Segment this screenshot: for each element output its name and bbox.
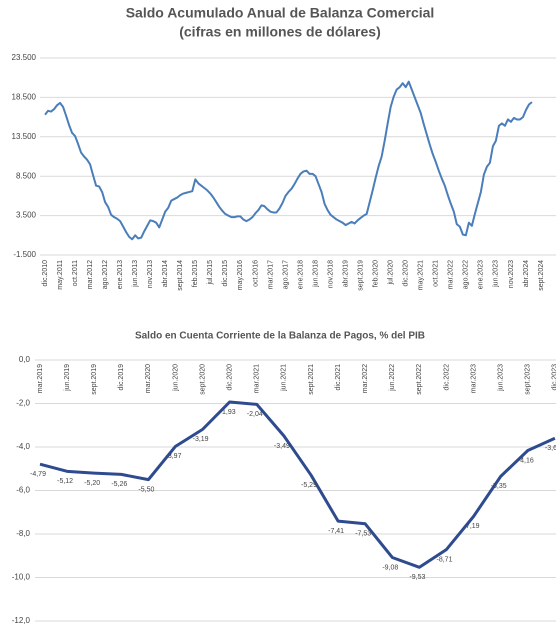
x-tick-label: nov.2023	[508, 260, 515, 288]
x-tick-label: dic.2015	[222, 260, 229, 287]
x-tick-label: dic.2010	[42, 260, 49, 287]
x-tick-label: jun.2023	[493, 260, 500, 288]
data-label: -5,35	[491, 483, 507, 490]
data-label: -9,53	[409, 574, 425, 581]
x-tick-label: dic.2020	[403, 260, 410, 287]
x-tick-label: ene.2018	[297, 260, 304, 289]
x-tick-label: nov.2013	[147, 260, 154, 288]
y-tick-label: -10,0	[12, 573, 31, 582]
data-label: -3,97	[166, 453, 182, 460]
data-label: -5,20	[84, 480, 100, 487]
x-tick-label: mar.2017	[267, 260, 274, 289]
data-label: -5,29	[301, 482, 317, 489]
x-tick-label: jun.2018	[312, 260, 319, 288]
x-tick-label: may.2011	[57, 260, 64, 290]
data-label: -5,50	[138, 486, 154, 493]
y-tick-label: 18.500	[12, 93, 37, 102]
x-tick-label: feb.2015	[192, 260, 199, 287]
data-label: -7,19	[464, 523, 480, 530]
x-tick-label: oct.2011	[72, 260, 79, 286]
data-label: -9,08	[382, 564, 398, 571]
x-tick-label: ene.2023	[478, 260, 485, 289]
x-tick-label: ene.2013	[117, 260, 124, 289]
chart-subtitle: (cifras en millones de dólares)	[179, 24, 381, 40]
data-line	[39, 400, 556, 569]
y-tick-label: -12,0	[12, 616, 31, 625]
x-tick-label: dic.2021	[335, 364, 342, 391]
y-tick-label: 8.500	[16, 171, 37, 180]
x-tick-label: dic.2022	[443, 364, 450, 391]
x-tick-label: sept.2019	[357, 260, 364, 291]
data-label: -3,19	[193, 436, 209, 443]
y-tick-label: -6,0	[16, 486, 30, 495]
x-tick-label: jun.2020	[172, 364, 179, 392]
x-tick-label: jul.2015	[207, 260, 214, 286]
x-tick-label: sept.2021	[308, 364, 315, 395]
x-tick-label: mar.2022	[448, 260, 455, 289]
data-label: -3,49	[274, 443, 290, 450]
x-tick-label: sept.2022	[416, 364, 423, 395]
x-tick-label: abr.2014	[162, 260, 169, 287]
y-tick-label: 23.500	[12, 53, 37, 62]
x-tick-label: ago.2017	[282, 260, 289, 289]
y-tick-label: 0,0	[19, 355, 31, 364]
x-tick-label: jun.2023	[498, 364, 505, 392]
x-tick-label: mar.2021	[254, 364, 261, 393]
y-tick-label: 3.500	[16, 211, 37, 220]
data-label: -2,04	[247, 411, 263, 418]
x-tick-label: feb.2020	[373, 260, 380, 287]
y-tick-label: -8,0	[16, 529, 30, 538]
data-label: -7,41	[328, 528, 344, 535]
x-tick-label: mar.2020	[145, 364, 152, 393]
x-tick-label: sept.2019	[91, 364, 98, 395]
x-tick-label: sept.2024	[538, 260, 545, 291]
x-tick-label: jun.2013	[132, 260, 139, 288]
x-tick-label: ago.2012	[102, 260, 109, 289]
x-tick-label: jun.2021	[281, 364, 288, 392]
x-tick-label: dic.2023	[552, 364, 556, 391]
chart-title: Saldo en Cuenta Corriente de la Balanza …	[135, 331, 425, 342]
data-label: -3,60	[545, 445, 556, 452]
x-tick-label: mar.2019	[37, 364, 44, 393]
y-tick-label: -1.500	[13, 250, 36, 259]
data-label: -1,93	[220, 409, 236, 416]
x-tick-label: mar.2012	[87, 260, 94, 289]
x-tick-label: mar.2022	[362, 364, 369, 393]
x-tick-label: abr.2019	[342, 260, 349, 287]
y-tick-label: -4,0	[16, 442, 30, 451]
x-tick-label: jul.2020	[388, 260, 395, 286]
x-tick-label: may.2021	[418, 260, 425, 290]
x-tick-label: dic.2020	[227, 364, 234, 391]
data-label: -5,12	[57, 478, 73, 485]
x-tick-label: mar.2023	[470, 364, 477, 393]
x-tick-label: sept.2020	[199, 364, 206, 395]
x-tick-label: sept.2023	[525, 364, 532, 395]
data-label: -8,71	[437, 556, 453, 563]
data-line	[44, 80, 533, 241]
x-tick-label: abr.2024	[523, 260, 530, 287]
data-label: -5,26	[111, 481, 127, 488]
x-tick-label: jun.2022	[389, 364, 396, 392]
chart-title: Saldo Acumulado Anual de Balanza Comerci…	[126, 5, 435, 21]
data-label: -4,79	[30, 471, 46, 478]
x-tick-label: nov.2018	[327, 260, 334, 288]
x-tick-label: oct.2016	[252, 260, 259, 287]
x-tick-label: oct.2021	[433, 260, 440, 287]
x-tick-label: sept.2014	[177, 260, 184, 291]
x-tick-label: jun.2019	[64, 364, 71, 392]
x-tick-label: dic.2019	[118, 364, 125, 391]
x-tick-label: ago.2022	[463, 260, 470, 289]
data-label: -7,53	[355, 531, 371, 538]
x-tick-label: may.2016	[237, 260, 244, 290]
data-label: -4,16	[518, 457, 534, 464]
y-tick-label: -2,0	[16, 399, 30, 408]
y-tick-label: 13.500	[12, 132, 37, 141]
